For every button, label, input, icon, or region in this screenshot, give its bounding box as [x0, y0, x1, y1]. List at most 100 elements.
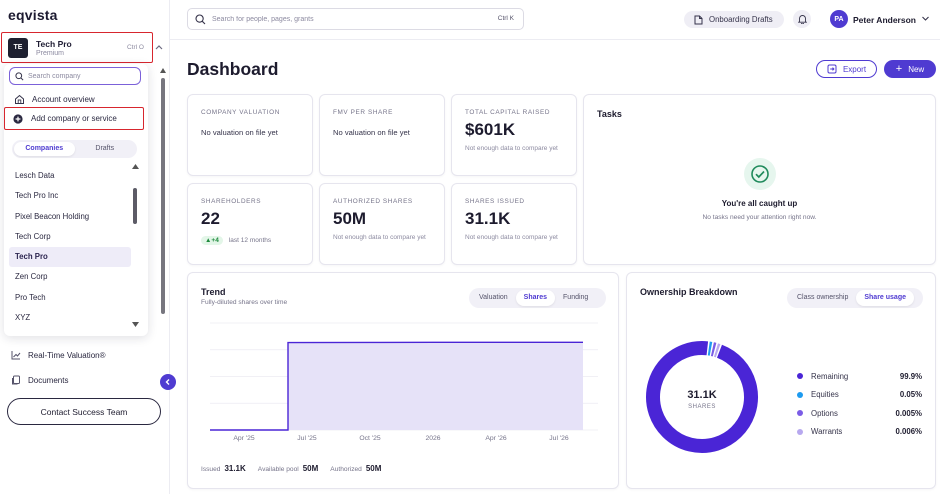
company-list-item[interactable]: Zen Corp	[15, 272, 48, 282]
authorized-label: Authorized	[330, 466, 362, 473]
document-icon	[694, 15, 703, 24]
company-list-item[interactable]: Tech Pro Inc	[15, 191, 59, 201]
tab-class-ownership[interactable]: Class ownership	[797, 294, 849, 301]
legend-item-equities: Equities 0.05%	[797, 386, 922, 405]
trend-x-tick: 2026	[425, 435, 440, 442]
company-list-scroll-thumb[interactable]	[133, 188, 137, 224]
company-name: Tech Pro	[36, 38, 72, 49]
new-label: New	[908, 64, 925, 74]
pool-label: Available pool	[257, 466, 299, 473]
trend-x-tick: Oct '25	[359, 435, 381, 442]
company-list-item[interactable]: Tech Corp	[15, 231, 51, 241]
company-list-item[interactable]: Pixel Beacon Holding	[15, 211, 90, 221]
kpi-value: $601K	[465, 120, 516, 139]
company-switcher[interactable]: TE Tech Pro Premium Ctrl O	[1, 32, 153, 63]
search-shortcut: Ctrl K	[497, 15, 514, 22]
pool-value: 50M	[302, 464, 319, 473]
kpi-shareholders: SHAREHOLDERS 22 ▲+4 last 12 months	[187, 183, 313, 265]
legend-dot	[797, 410, 803, 417]
kpi-label: AUTHORIZED SHARES	[333, 198, 413, 205]
global-search[interactable]: Ctrl K	[187, 8, 524, 30]
legend-label: Equities	[811, 390, 839, 400]
tab-shares[interactable]: Shares	[515, 290, 556, 306]
add-company-label: Add company or service	[31, 114, 117, 123]
donut-center-value: 31.1K	[687, 389, 716, 401]
ownership-card: Ownership Breakdown Class ownership Shar…	[626, 272, 936, 489]
trend-x-tick: Apr '25	[233, 435, 255, 442]
chevron-down-icon[interactable]	[921, 14, 930, 23]
company-dropdown: Account overview Add company or service …	[4, 64, 148, 336]
scroll-up-icon[interactable]	[160, 68, 166, 73]
ownership-donut: 31.1K SHARES	[646, 341, 758, 453]
onboarding-drafts-label: Onboarding Drafts	[709, 15, 773, 24]
company-shortcut: Ctrl O	[127, 44, 144, 51]
sidebar-scroll-thumb[interactable]	[161, 78, 165, 314]
tab-share-usage[interactable]: Share usage	[856, 290, 914, 306]
company-list-item[interactable]: XYZ	[15, 313, 31, 323]
user-name[interactable]: Peter Anderson	[853, 15, 916, 25]
kpi-label: TOTAL CAPITAL RAISED	[465, 109, 551, 116]
collapse-sidebar-button[interactable]	[160, 374, 176, 390]
donut-slice-warrants[interactable]	[713, 343, 721, 358]
tasks-subtext: No tasks need your attention right now.	[702, 214, 817, 221]
kpi-text: No valuation on file yet	[201, 128, 278, 137]
tab-valuation[interactable]: Valuation	[479, 294, 508, 301]
tab-funding[interactable]: Funding	[563, 294, 589, 301]
search-icon	[195, 13, 206, 24]
home-icon	[13, 93, 25, 105]
tab-companies[interactable]: Companies	[14, 142, 75, 156]
trend-x-tick: Jul '25	[297, 435, 317, 442]
documents-icon	[11, 375, 21, 385]
account-overview-item[interactable]: Account overview	[13, 93, 95, 105]
search-company-input[interactable]	[28, 72, 128, 80]
global-search-input[interactable]	[212, 15, 472, 23]
legend-dot	[797, 391, 803, 398]
kpi-fmv-per-share: FMV PER SHARE No valuation on file yet	[319, 94, 445, 176]
search-company-field[interactable]	[9, 67, 141, 85]
export-icon	[827, 64, 837, 74]
change-badge: ▲+4	[201, 236, 223, 245]
add-company-button[interactable]: Add company or service	[4, 107, 144, 130]
legend-item-warrants: Warrants 0.006%	[797, 423, 922, 442]
sidebar-scrollbar[interactable]	[160, 68, 166, 316]
logo[interactable]: eqvista	[8, 7, 58, 23]
chevron-left-icon	[165, 379, 170, 385]
issued-label: Issued	[201, 466, 221, 473]
tab-drafts[interactable]: Drafts	[95, 145, 115, 152]
user-avatar[interactable]: PA	[830, 10, 848, 28]
tasks-heading: You're all caught up	[721, 199, 798, 208]
sidebar-item-label: Real-Time Valuation®	[28, 350, 106, 360]
notifications-button[interactable]	[793, 10, 811, 28]
kpi-label: SHAREHOLDERS	[201, 198, 262, 205]
company-list-item-selected[interactable]: Tech Pro	[9, 247, 131, 268]
sidebar-item-documents[interactable]: Documents	[11, 375, 68, 385]
onboarding-drafts-button[interactable]: Onboarding Drafts	[684, 11, 784, 28]
kpi-label: COMPANY VALUATION	[201, 109, 280, 116]
trend-x-tick: Jul '26	[549, 435, 569, 442]
company-tabs: Companies Drafts	[12, 140, 137, 158]
export-button[interactable]: Export	[816, 60, 877, 78]
donut-slice-remaining[interactable]	[646, 341, 758, 453]
trend-chart: Apr '25 Jul '25 Oct '25 2026 Apr '26 Jul '26	[210, 322, 598, 442]
scroll-down-icon[interactable]	[132, 322, 139, 327]
issued-value: 31.1K	[224, 464, 246, 473]
trend-subtitle: Fully-diluted shares over time	[201, 299, 288, 306]
search-icon	[15, 71, 24, 80]
company-list-item[interactable]: Lesch Data	[15, 171, 55, 180]
donut-slice-options[interactable]	[710, 342, 717, 357]
export-label: Export	[842, 64, 867, 74]
bell-icon	[797, 15, 807, 24]
add-circle-icon	[13, 113, 23, 124]
new-button[interactable]: + New	[884, 60, 936, 78]
legend-label: Warrants	[811, 427, 843, 437]
chevron-up-icon[interactable]	[155, 44, 163, 50]
sidebar-item-real-time-valuation[interactable]: Real-Time Valuation®	[11, 350, 105, 360]
kpi-total-capital-raised: TOTAL CAPITAL RAISED $601K Not enough da…	[451, 94, 577, 176]
scroll-up-icon[interactable]	[132, 164, 139, 169]
trend-title: Trend	[201, 287, 226, 297]
company-list-scrollbar[interactable]	[132, 164, 139, 327]
contact-success-team-button[interactable]: Contact Success Team	[7, 398, 161, 425]
company-list-item[interactable]: Pro Tech	[15, 292, 46, 302]
topbar-divider	[170, 39, 940, 40]
